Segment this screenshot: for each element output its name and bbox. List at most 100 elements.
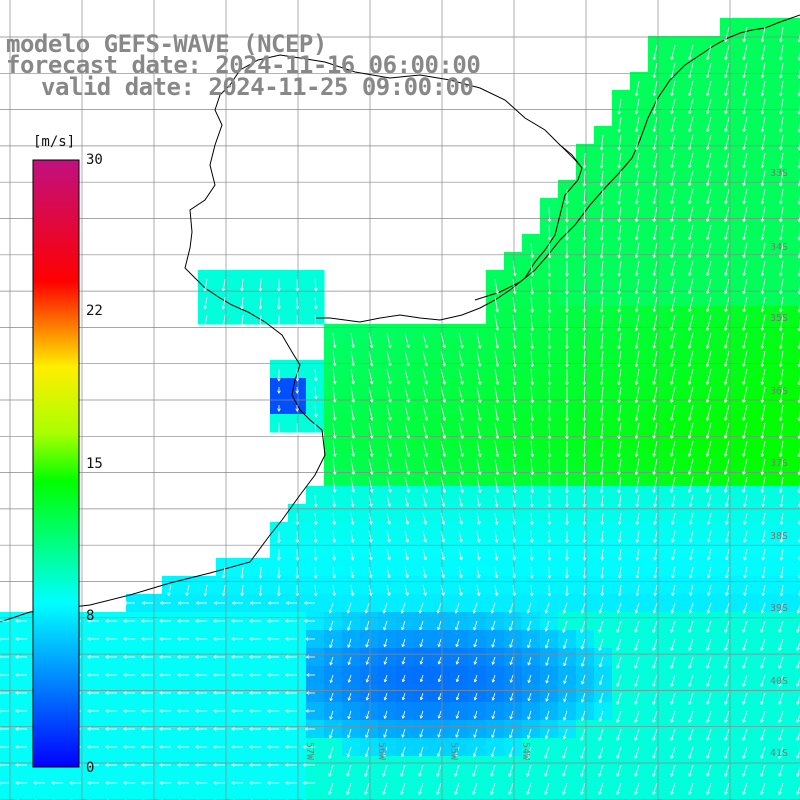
wind-arrow-head [743, 237, 746, 241]
wind-arrow-head [670, 363, 672, 367]
wind-speed-cell [288, 684, 307, 703]
wind-arrow [688, 224, 694, 240]
wind-arrow-head [634, 255, 637, 259]
wind-speed-cell [234, 666, 253, 685]
wind-arrow [350, 368, 355, 385]
wind-speed-cell [180, 738, 199, 757]
wind-speed-cell [288, 738, 307, 757]
wind-arrow-head [635, 346, 639, 349]
wind-arrow [798, 247, 800, 259]
wind-arrow-head [671, 291, 674, 295]
wind-arrow-head [635, 129, 639, 133]
wind-arrow [671, 188, 676, 204]
wind-arrow-head [390, 362, 392, 366]
lon-label: 55W [448, 742, 459, 761]
wind-speed-cell [162, 594, 181, 613]
wind-arrow [618, 314, 622, 331]
wind-arrow-head [530, 382, 533, 386]
wind-arrow-head [671, 255, 674, 259]
wind-arrow [688, 314, 694, 331]
wind-speed-cell [234, 702, 253, 721]
wind-speed-cell [18, 684, 37, 703]
wind-arrow-head [532, 327, 535, 331]
wind-arrow [653, 296, 658, 312]
wind-arrow-head [278, 390, 281, 394]
wind-speed-cell [792, 648, 800, 667]
wind-arrow [688, 188, 694, 204]
wind-arrow-head [688, 290, 690, 294]
wind-arrow-head [634, 363, 637, 367]
wind-speed-cell [252, 738, 271, 757]
wind-arrow-head [743, 183, 746, 187]
wind-arrow-head [334, 362, 337, 367]
wind-arrow [332, 386, 336, 403]
wind-arrow-head [204, 306, 207, 310]
wind-arrow [688, 44, 694, 60]
wind-speed-cell [108, 684, 127, 703]
wind-arrow [314, 314, 317, 328]
wind-arrow-head [688, 129, 692, 133]
wind-arrow-head [652, 200, 655, 205]
wind-arrow [798, 373, 800, 385]
wind-arrow [332, 332, 336, 348]
wind-speed-cell [252, 702, 271, 721]
wind-arrow [440, 332, 446, 349]
wind-arrow-head [582, 237, 585, 241]
wind-arrow-head [635, 147, 639, 151]
wind-speed-cell [630, 792, 649, 800]
wind-arrow-head [688, 201, 692, 205]
wind-speed-cell [162, 684, 181, 703]
wind-arrow [241, 314, 244, 328]
wind-arrow-head [601, 291, 604, 295]
wind-arrow-head [618, 364, 621, 368]
wind-arrow-head [203, 287, 206, 292]
wind-arrow [798, 157, 800, 169]
wind-arrow-head [369, 345, 373, 349]
wind-arrow [635, 116, 640, 133]
wind-arrow-head [779, 273, 781, 277]
wind-arrow-head [351, 381, 354, 385]
wind-arrow-head [351, 363, 354, 367]
wind-arrow-head [688, 75, 692, 79]
wind-arrow [653, 62, 658, 78]
wind-arrow-head [670, 128, 672, 132]
wind-arrow-head [779, 219, 781, 223]
wind-speed-cell [252, 720, 271, 739]
wind-speed-cell [18, 630, 37, 649]
wind-arrow-head [514, 327, 517, 331]
wind-speed-cell [216, 720, 235, 739]
wind-arrow [314, 296, 317, 310]
wind-arrow [222, 278, 226, 292]
wind-arrow [724, 188, 730, 204]
wind-arrow-head [565, 219, 568, 223]
wind-arrow-head [724, 254, 726, 258]
wind-arrow [761, 332, 766, 349]
wind-arrow-head [724, 327, 726, 331]
wind-speed-cell [792, 540, 800, 559]
wind-speed-cell [126, 648, 145, 667]
wind-arrow [386, 350, 391, 366]
wind-arrow [798, 175, 800, 187]
wind-arrow [743, 260, 748, 276]
wind-arrow-head [617, 381, 620, 385]
wind-arrow [530, 260, 533, 277]
wind-arrow [512, 260, 516, 277]
wind-arrow-head [406, 345, 409, 349]
wind-speed-cell [792, 612, 800, 631]
wind-arrow-head [565, 237, 568, 241]
wind-arrow-head [725, 129, 728, 133]
wind-arrow-head [599, 345, 602, 350]
wind-arrow-head [760, 146, 763, 151]
wind-arrow-head [761, 255, 765, 259]
wind-arrow-head [601, 147, 604, 151]
wind-arrow-head [530, 273, 533, 277]
wind-arrow-head [478, 381, 481, 385]
wind-arrow-head [725, 111, 728, 115]
wind-speed-cell [306, 792, 325, 800]
wind-arrow-head [779, 201, 781, 205]
wind-arrow-head [706, 236, 708, 240]
wind-speed-cell [234, 684, 253, 703]
wind-speed-cell [90, 792, 109, 800]
wind-arrow-head [779, 93, 781, 97]
wind-arrow-head [742, 38, 744, 42]
